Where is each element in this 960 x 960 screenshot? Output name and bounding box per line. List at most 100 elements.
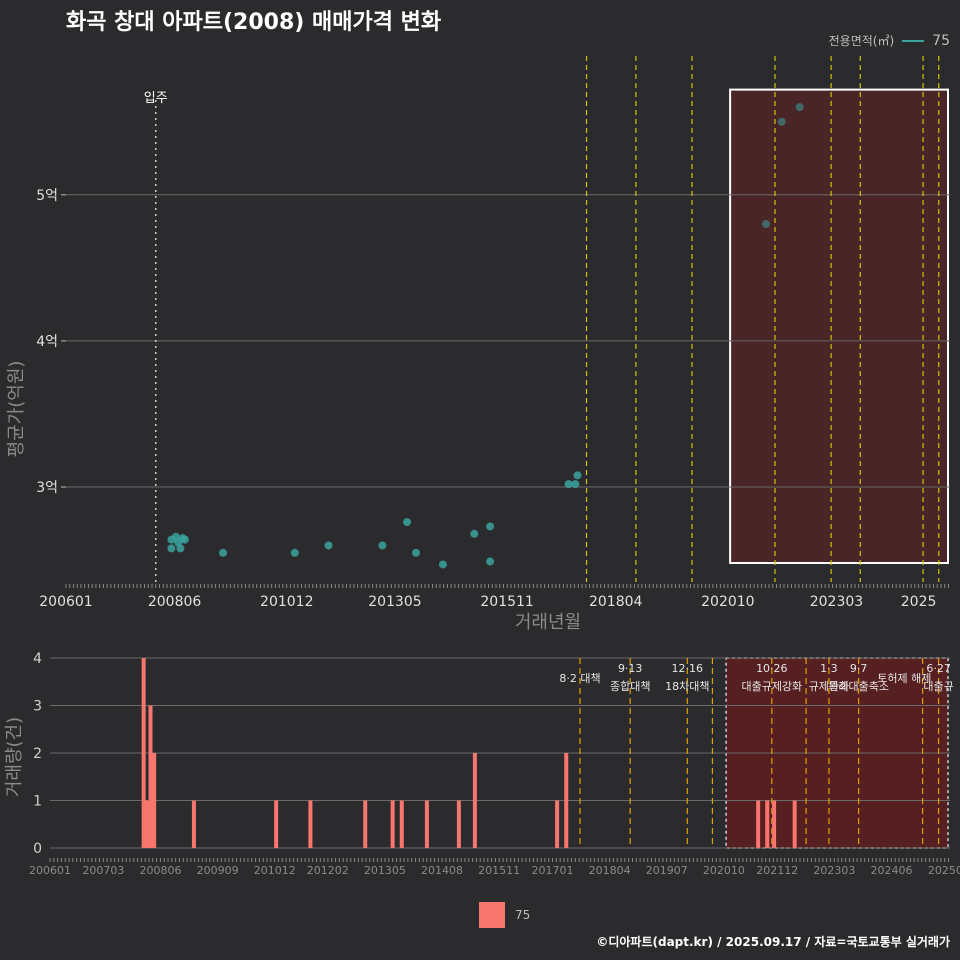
data-point <box>777 117 786 126</box>
policy-name-label: 대출규제강화 <box>741 680 802 693</box>
data-point <box>762 220 771 229</box>
volume-bar <box>555 800 560 848</box>
x-tick-label-top: 200806 <box>148 594 202 610</box>
data-point <box>403 518 412 527</box>
policy-date-label: 6·27 <box>926 662 951 675</box>
x-tick-label-bottom: 200806 <box>140 864 182 877</box>
policy-name-label: 대출규 <box>923 680 953 693</box>
volume-bar <box>152 753 157 848</box>
data-point <box>412 548 421 557</box>
legend-bar-swatch <box>479 902 505 928</box>
volume-bar <box>424 800 429 848</box>
policy-name-label: 8·2 대책 <box>559 672 600 685</box>
volume-bar <box>765 800 770 848</box>
x-tick-label-bottom: 201907 <box>646 864 688 877</box>
policy-date-label: 10·26 <box>756 662 788 675</box>
volume-bar <box>191 800 196 848</box>
x-tick-label-bottom: 20250 <box>928 864 960 877</box>
x-tick-label-bottom: 200601 <box>29 864 71 877</box>
data-point <box>571 480 580 489</box>
y-tick-label-bottom: 3 <box>33 699 42 715</box>
x-tick-label-top: 201012 <box>260 594 313 610</box>
data-point <box>438 560 447 569</box>
volume-bar <box>390 800 395 848</box>
data-point <box>486 557 495 566</box>
y-tick-label-bottom: 1 <box>33 794 42 810</box>
policy-date-label: 1·3 <box>820 662 838 675</box>
y-axis-label-bottom: 거래량(건) <box>4 717 25 797</box>
volume-bar <box>399 800 404 848</box>
y-tick-label-top: 4억 <box>36 334 58 350</box>
x-axis-label-top: 거래년월 <box>515 612 581 633</box>
legend-top: 전용면적(㎡) 75 <box>829 32 950 49</box>
data-point <box>219 548 228 557</box>
volume-bar <box>144 800 149 848</box>
y-tick-label-bottom: 0 <box>33 841 42 857</box>
x-tick-label-top: 202303 <box>810 594 863 610</box>
volume-bar <box>363 800 368 848</box>
policy-name-label: 18차대책 <box>665 680 709 693</box>
y-tick-label-bottom: 4 <box>33 651 42 667</box>
x-tick-label-bottom: 202112 <box>756 864 798 877</box>
x-tick-label-bottom: 201804 <box>589 864 631 877</box>
x-tick-label-bottom: 201305 <box>364 864 406 877</box>
y-tick-label-top: 5억 <box>36 188 58 204</box>
x-tick-label-bottom: 200909 <box>197 864 239 877</box>
volume-bar <box>564 753 569 848</box>
data-point <box>795 103 804 112</box>
data-point <box>573 471 582 480</box>
x-tick-label-top: 201804 <box>589 594 643 610</box>
x-tick-label-bottom: 202406 <box>871 864 913 877</box>
legend-label: 75 <box>932 32 950 49</box>
x-tick-label-top: 201511 <box>480 594 533 610</box>
x-tick-label-bottom: 202303 <box>813 864 855 877</box>
y-tick-label-bottom: 2 <box>33 746 42 762</box>
policy-name-label: 특례대출축소 <box>828 680 889 693</box>
x-tick-label-bottom: 202010 <box>703 864 745 877</box>
policy-name-label: 규제완화 <box>809 680 849 693</box>
x-tick-label-bottom: 201701 <box>532 864 574 877</box>
x-tick-label-bottom: 201408 <box>421 864 463 877</box>
data-point <box>167 544 176 553</box>
volume-bar <box>148 705 153 848</box>
volume-bar <box>756 800 761 848</box>
volume-bar <box>792 800 797 848</box>
volume-bar <box>308 800 313 848</box>
move-in-label: 입주 <box>144 91 168 106</box>
policy-date-label: 9·13 <box>618 662 643 675</box>
volume-bar <box>456 800 461 848</box>
chart-title: 화곡 창대 아파트(2008) 매매가격 변화 <box>66 10 442 35</box>
data-point <box>378 541 387 550</box>
data-point <box>180 535 189 544</box>
x-tick-label-top: 2025 <box>901 594 937 610</box>
data-point <box>486 522 495 531</box>
legend-bar-label: 75 <box>515 908 531 922</box>
volume-bar <box>274 800 279 848</box>
data-point <box>176 544 185 553</box>
highlight-region-top <box>729 88 949 565</box>
x-tick-label-top: 200601 <box>39 594 92 610</box>
legend-line-swatch <box>902 39 925 42</box>
credit-text: ©디아파트(dapt.kr) / 2025.09.17 / 자료=국토교통부 실… <box>596 935 950 949</box>
policy-date-label: 9·7 <box>850 662 868 675</box>
x-tick-label-top: 202010 <box>701 594 754 610</box>
y-axis-label-top: 평균가(억원) <box>6 361 27 458</box>
legend-title: 전용면적(㎡) <box>828 34 895 48</box>
data-point <box>564 480 573 489</box>
x-tick-label-bottom: 201012 <box>254 864 296 877</box>
policy-name-label: 토허제 해제 <box>877 671 931 685</box>
x-tick-label-bottom: 200703 <box>82 864 124 877</box>
legend-bottom: 75 <box>479 902 530 928</box>
policy-name-label: 종합대책 <box>610 680 650 693</box>
x-tick-label-bottom: 201202 <box>307 864 349 877</box>
x-tick-label-bottom: 201511 <box>478 864 520 877</box>
x-tick-label-top: 201305 <box>368 594 421 610</box>
data-point <box>470 529 479 538</box>
data-point <box>290 548 299 557</box>
policy-date-label: 12·16 <box>672 662 704 675</box>
volume-bar <box>472 753 477 848</box>
data-point <box>324 541 333 550</box>
volume-bar <box>772 800 777 848</box>
y-tick-label-top: 3억 <box>36 480 58 496</box>
